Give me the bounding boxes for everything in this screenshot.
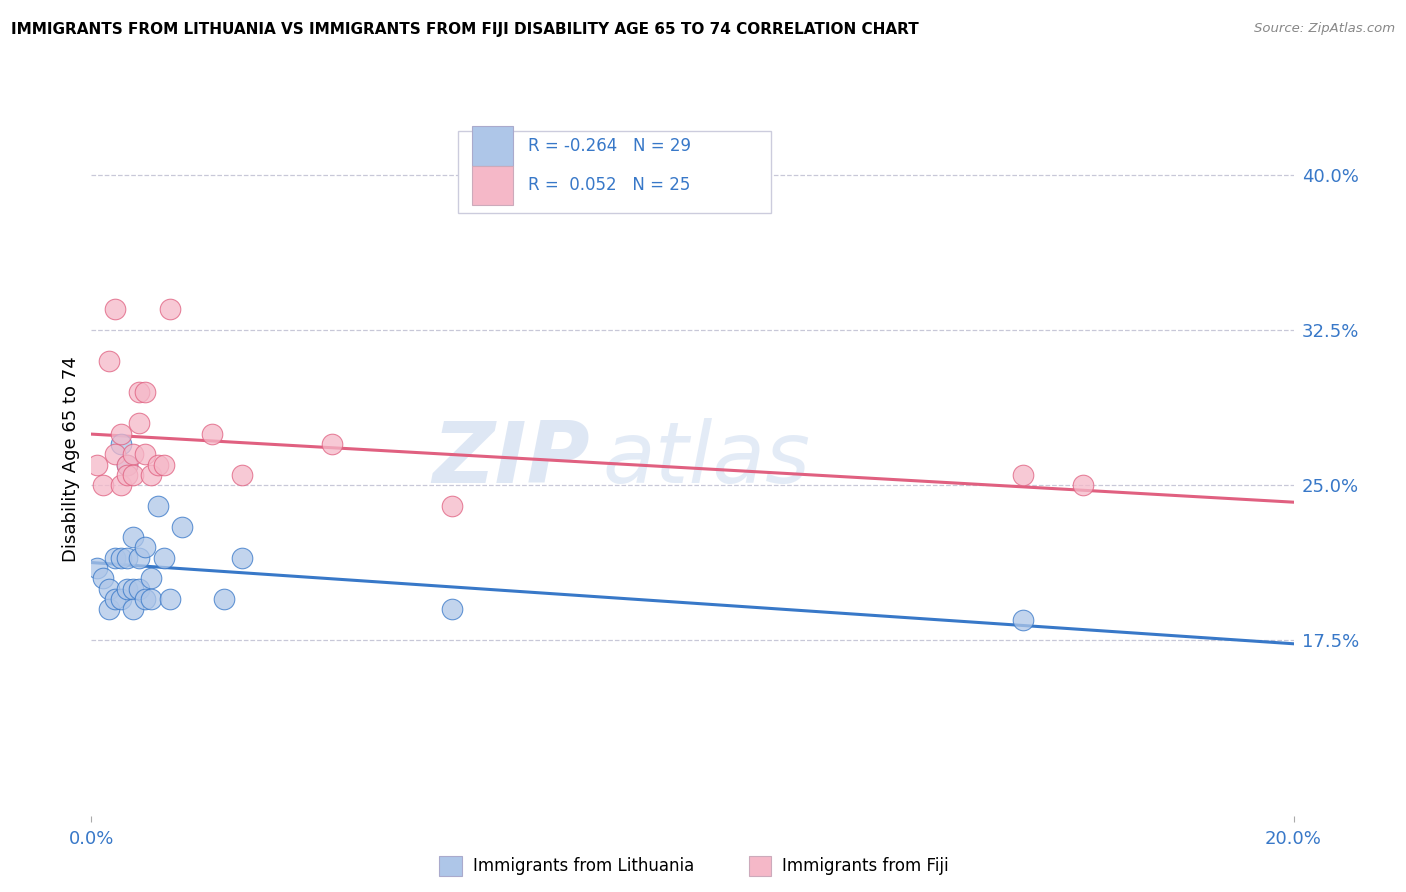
Point <box>1071 478 1094 492</box>
Text: atlas: atlas <box>602 417 810 501</box>
Point <box>141 571 163 585</box>
Point <box>201 426 224 441</box>
Point <box>122 467 145 482</box>
Point <box>321 437 343 451</box>
Point <box>117 550 139 565</box>
Point <box>86 561 108 575</box>
Point <box>212 592 235 607</box>
Point <box>104 592 127 607</box>
FancyBboxPatch shape <box>458 131 770 213</box>
Point <box>117 458 139 472</box>
Point <box>110 592 132 607</box>
Point <box>141 467 163 482</box>
Point <box>86 458 108 472</box>
Point <box>440 499 463 513</box>
Point <box>134 447 156 461</box>
Point <box>128 385 150 400</box>
Point <box>152 458 174 472</box>
Text: Source: ZipAtlas.com: Source: ZipAtlas.com <box>1254 22 1395 36</box>
Point <box>128 416 150 430</box>
Point <box>231 550 253 565</box>
Point <box>93 571 115 585</box>
Text: Immigrants from Lithuania: Immigrants from Lithuania <box>472 857 695 875</box>
Point <box>110 550 132 565</box>
Point <box>128 582 150 596</box>
Point <box>110 437 132 451</box>
Point <box>122 530 145 544</box>
Point <box>98 354 121 368</box>
Point <box>231 467 253 482</box>
Point <box>1012 613 1035 627</box>
Text: R =  0.052   N = 25: R = 0.052 N = 25 <box>527 177 690 194</box>
Point <box>1012 467 1035 482</box>
Bar <box>472 166 513 205</box>
Point <box>104 302 127 317</box>
Point <box>128 550 150 565</box>
Point <box>122 602 145 616</box>
Point <box>122 447 145 461</box>
Text: R = -0.264   N = 29: R = -0.264 N = 29 <box>527 137 690 155</box>
Point <box>159 592 181 607</box>
Point <box>93 478 115 492</box>
Y-axis label: Disability Age 65 to 74: Disability Age 65 to 74 <box>62 357 80 562</box>
Point <box>104 447 127 461</box>
Point <box>134 541 156 555</box>
Point <box>170 519 193 533</box>
Point <box>146 499 169 513</box>
Text: IMMIGRANTS FROM LITHUANIA VS IMMIGRANTS FROM FIJI DISABILITY AGE 65 TO 74 CORREL: IMMIGRANTS FROM LITHUANIA VS IMMIGRANTS … <box>11 22 920 37</box>
Point <box>98 582 121 596</box>
Text: ZIP: ZIP <box>433 417 591 501</box>
Point <box>117 582 139 596</box>
Point <box>152 550 174 565</box>
Point <box>104 550 127 565</box>
Point <box>110 426 132 441</box>
Point <box>440 602 463 616</box>
Text: Immigrants from Fiji: Immigrants from Fiji <box>782 857 949 875</box>
Point <box>141 592 163 607</box>
Bar <box>472 127 513 166</box>
Point <box>134 385 156 400</box>
Point <box>98 602 121 616</box>
Point <box>117 458 139 472</box>
Point <box>110 478 132 492</box>
Point <box>117 467 139 482</box>
Point <box>134 592 156 607</box>
Point <box>146 458 169 472</box>
Point <box>122 582 145 596</box>
Point <box>159 302 181 317</box>
